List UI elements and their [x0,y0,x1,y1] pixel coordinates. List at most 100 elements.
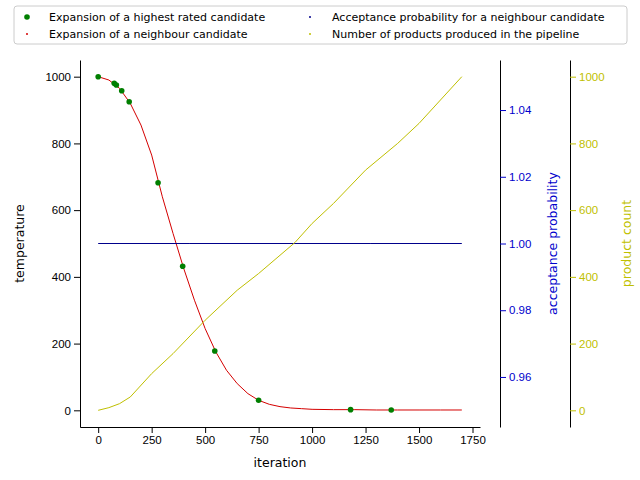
tick-label: 1000 [45,71,71,83]
tick: 1500 [407,427,433,446]
y3-axis: 0 200 400 600 800 1000 [570,61,605,428]
tick-label: 1.02 [509,171,531,183]
point [119,88,125,94]
point [155,180,161,186]
y2-axis: 0.96 0.98 1.00 1.02 1.04 [500,61,532,428]
line [98,77,462,410]
tick-mark [500,177,506,178]
tick-label: 0.98 [509,304,531,316]
y2-axis-title: acceptance probability [545,172,560,315]
legend-label: Expansion of a highest rated candidate [49,11,265,24]
tick-label: 0 [95,434,101,446]
tick: 600 [52,204,80,216]
tick-mark [473,427,474,433]
tick-mark [259,427,260,433]
tick-mark [570,277,576,278]
tick-mark [419,427,420,433]
y-axis-line [80,61,81,428]
tick: 1.02 [500,171,531,183]
tick-label: 750 [250,434,269,446]
point [348,407,354,413]
point [180,263,186,269]
tick: 500 [196,427,215,446]
tick: 0 [570,404,585,416]
y-axis-title: temperature [12,204,27,283]
x-axis: 02505007501000125015001750 [81,427,486,446]
tick-mark [74,410,80,411]
y3-axis-line [570,61,571,428]
legend-marker [309,33,311,35]
y3-axis-title: product count [619,200,634,287]
tick-label: 600 [52,204,71,216]
tick-label: 1750 [460,434,486,446]
x-axis-title: iteration [254,455,307,470]
tick-mark [500,244,506,245]
tick: 0.98 [500,304,531,316]
tick-mark [152,427,153,433]
legend-marker [309,16,311,18]
tick: 800 [570,138,598,150]
tick-mark [500,310,506,311]
tick-mark [500,110,506,111]
tick-mark [500,377,506,378]
tick-mark [74,77,80,78]
chart: 0250500750100012501500175002004006008001… [0,0,640,480]
tick-label: 1000 [300,434,326,446]
tick-label: 200 [52,338,71,350]
tick-label: 800 [52,138,71,150]
tick: 750 [250,427,269,446]
tick-mark [74,277,80,278]
y-axis: 0 200 400 600 800 1000 [45,61,80,428]
tick-mark [74,143,80,144]
scatter-series [95,74,394,413]
tick-mark [570,410,576,411]
tick: 0.96 [500,371,531,383]
tick-label: 400 [52,271,71,283]
tick: 800 [52,138,80,150]
tick-label: 400 [579,271,598,283]
legend-marker [26,33,28,35]
tick: 1.04 [500,104,532,116]
tick-label: 0.96 [509,371,531,383]
tick-label: 1.00 [509,238,531,250]
tick-mark [570,210,576,211]
x-axis-line [81,427,481,428]
tick: 600 [570,204,598,216]
legend: Expansion of a highest rated candidateEx… [14,6,627,44]
tick: 200 [570,338,598,350]
point [256,398,262,404]
legend-label: Number of products produced in the pipel… [332,28,580,41]
tick-label: 1000 [579,71,605,83]
legend-marker [24,14,30,20]
tick: 1000 [45,71,80,83]
tick-label: 600 [579,204,598,216]
tick: 1750 [460,427,486,446]
tick-label: 0 [579,404,585,416]
tick-mark [366,427,367,433]
legend-frame [14,6,627,44]
point [212,348,218,354]
tick-label: 200 [579,338,598,350]
tick-mark [312,427,313,433]
plot-area [95,74,461,413]
legend-label: Acceptance probability for a neighbour c… [332,11,605,24]
tick-mark [570,344,576,345]
tick-mark [205,427,206,433]
tick: 1.00 [500,238,531,250]
tick-mark [74,210,80,211]
tick: 200 [52,338,80,350]
tick: 400 [570,271,598,283]
tick: 0 [95,427,101,446]
line [98,243,462,244]
tick-label: 1250 [353,434,379,446]
point [114,82,120,88]
tick: 1000 [300,427,326,446]
tick-mark [570,77,576,78]
tick-label: 1.04 [509,104,532,116]
tick: 400 [52,271,80,283]
tick-label: 0 [65,404,71,416]
tick-label: 1500 [407,434,433,446]
tick: 0 [65,404,80,416]
tick-mark [74,344,80,345]
tick-mark [98,427,99,433]
